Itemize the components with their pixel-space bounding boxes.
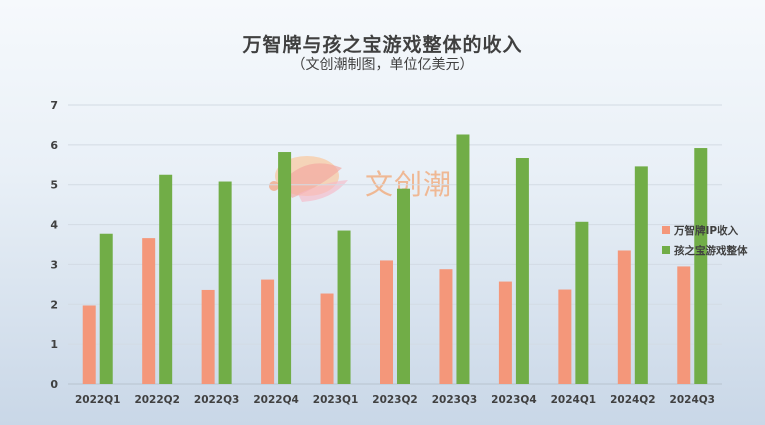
- x-tick-label: 2023Q4: [491, 394, 536, 406]
- legend-swatch-series-2: [662, 246, 670, 254]
- y-tick-label: 7: [50, 99, 58, 112]
- legend-item-series-1: 万智牌IP收入: [662, 220, 748, 240]
- legend-label-series-2: 孩之宝游戏整体: [674, 244, 748, 257]
- chart-title: 万智牌与孩之宝游戏整体的收入: [242, 34, 523, 56]
- chart-subtitle: （文创潮制图，单位亿美元）: [291, 57, 474, 73]
- y-tick-label: 5: [50, 179, 58, 192]
- bar-series-2: [694, 148, 708, 384]
- bar-series-1: [82, 305, 96, 384]
- y-tick-label: 6: [50, 139, 58, 152]
- bar-series-2: [515, 158, 529, 384]
- bar-series-2: [218, 181, 232, 384]
- y-tick-label: 2: [50, 298, 58, 311]
- bar-series-2: [575, 221, 589, 384]
- legend-swatch-series-1: [662, 226, 670, 234]
- legend-item-series-2: 孩之宝游戏整体: [662, 240, 748, 260]
- bar-series-1: [142, 238, 156, 384]
- bar-series-2: [278, 152, 292, 384]
- y-tick-label: 1: [50, 338, 58, 351]
- bar-series-1: [320, 293, 334, 384]
- x-tick-label: 2023Q2: [372, 394, 417, 406]
- bar-series-2: [397, 188, 410, 384]
- y-tick-label: 4: [50, 219, 58, 232]
- bar-series-1: [439, 269, 453, 384]
- legend: 万智牌IP收入 孩之宝游戏整体: [662, 220, 748, 260]
- y-tick-label: 0: [50, 378, 58, 391]
- x-tick-label: 2024Q2: [610, 394, 655, 406]
- x-tick-label: 2022Q4: [253, 394, 298, 406]
- bar-series-1: [380, 260, 393, 384]
- legend-label-series-1: 万智牌IP收入: [674, 224, 739, 237]
- bar-series-1: [201, 289, 215, 384]
- bar-series-1: [677, 266, 691, 384]
- bar-series-2: [456, 134, 470, 384]
- x-tick-label: 2022Q3: [194, 394, 239, 406]
- x-tick-label: 2024Q1: [551, 394, 596, 406]
- bar-series-2: [159, 174, 173, 384]
- bar-series-1: [498, 281, 512, 384]
- x-tick-label: 2022Q1: [75, 394, 120, 406]
- x-tick-label: 2024Q3: [670, 394, 715, 406]
- x-tick-label: 2023Q3: [432, 394, 477, 406]
- bar-series-1: [558, 289, 572, 384]
- bar-series-2: [634, 166, 648, 384]
- x-tick-label: 2022Q2: [134, 394, 179, 406]
- bar-series-2: [99, 233, 113, 384]
- x-tick-label: 2023Q1: [313, 394, 358, 406]
- bar-series-1: [261, 279, 275, 384]
- bar-series-2: [337, 230, 351, 384]
- y-tick-label: 3: [50, 258, 58, 271]
- bar-series-1: [617, 250, 631, 384]
